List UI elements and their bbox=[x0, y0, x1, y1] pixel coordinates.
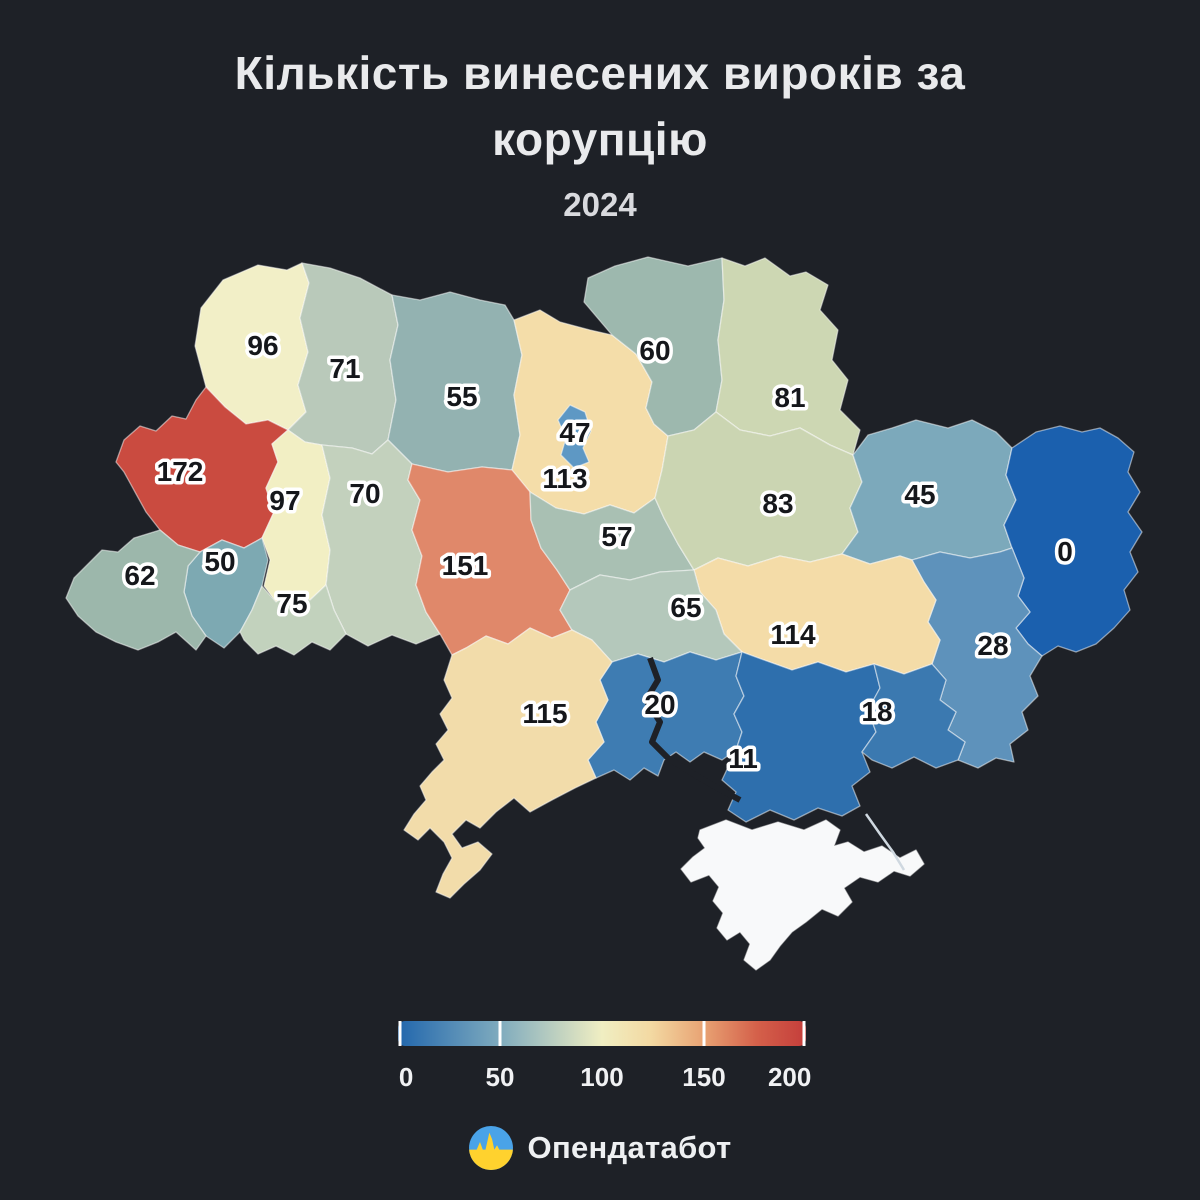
title-year: 2024 bbox=[563, 186, 637, 223]
region-value-label-zaporizhzhia: 18 bbox=[861, 696, 892, 727]
region-value-label-odesa: 115 bbox=[522, 698, 567, 729]
page-title-line-1: Кількість винесених вироків за bbox=[234, 47, 966, 99]
legend-tick-line bbox=[498, 1021, 502, 1046]
region-value-label-kherson: 11 bbox=[728, 743, 758, 774]
region-value-label-ternopil: 97 bbox=[269, 485, 300, 516]
region-odesa[interactable] bbox=[403, 627, 613, 899]
region-value-label-dnipropetrovsk: 114 bbox=[770, 619, 816, 650]
region-value-label-chernihiv: 60 bbox=[639, 335, 670, 366]
legend-tick-line bbox=[398, 1021, 402, 1046]
legend-gradient-bar bbox=[398, 1021, 806, 1046]
legend-tick-200: 200 bbox=[767, 1062, 812, 1092]
region-value-label-kyiv-city: 47 bbox=[559, 417, 590, 448]
region-value-label-rivne: 71 bbox=[329, 353, 360, 384]
page-title-line-2: корупцію bbox=[492, 113, 708, 165]
region-value-label-kirovohrad: 65 bbox=[670, 592, 701, 623]
legend-tick-150: 150 bbox=[682, 1062, 726, 1092]
arabat-spit bbox=[864, 813, 906, 871]
region-value-label-volyn: 96 bbox=[247, 330, 278, 361]
region-value-label-donetsk: 28 bbox=[977, 630, 1008, 661]
region-value-label-chernivtsi: 75 bbox=[276, 588, 307, 619]
region-luhansk[interactable] bbox=[1003, 425, 1143, 657]
region-value-label-zhytomyr: 55 bbox=[446, 381, 477, 412]
legend-tick-0: 0 bbox=[398, 1062, 414, 1092]
region-crimea[interactable] bbox=[680, 819, 925, 971]
region-zaporizhzhia[interactable] bbox=[861, 663, 966, 769]
brand-name: Опендатабот bbox=[527, 1130, 732, 1165]
color-scale-legend: 0 50 100 150 200 bbox=[398, 1021, 811, 1102]
legend-tick-line bbox=[702, 1021, 706, 1046]
region-sumy[interactable] bbox=[715, 257, 861, 456]
legend-tick-50: 50 bbox=[485, 1062, 515, 1092]
legend-tick-labels: 0 50 100 150 200 bbox=[398, 1062, 811, 1102]
region-value-label-vinnytsia: 151 bbox=[442, 550, 489, 581]
region-value-label-luhansk: 0 bbox=[1057, 536, 1073, 567]
dnipro-estuary-cut bbox=[643, 656, 742, 803]
opendatabot-logo-icon bbox=[468, 1126, 513, 1170]
legend-tick-line bbox=[802, 1021, 806, 1046]
region-kherson[interactable] bbox=[721, 651, 881, 823]
region-value-label-khmelnytskyi: 70 bbox=[349, 478, 380, 509]
region-value-label-lviv: 172 bbox=[157, 456, 204, 487]
region-zakarpattia[interactable] bbox=[65, 529, 207, 651]
region-value-label-mykolaiv: 20 bbox=[644, 689, 675, 720]
region-value-label-kharkiv: 45 bbox=[904, 479, 935, 510]
region-value-label-ivano-frankivsk: 50 bbox=[204, 546, 235, 577]
region-value-label-zakarpattia: 62 bbox=[124, 560, 155, 591]
region-value-label-cherkasy: 57 bbox=[601, 521, 632, 552]
region-value-label-sumy: 81 bbox=[774, 382, 805, 413]
legend-tick-100: 100 bbox=[580, 1062, 624, 1092]
region-chernivtsi[interactable] bbox=[239, 584, 347, 656]
title-block: Кількість винесених вироків за корупцію … bbox=[0, 40, 1200, 224]
region-value-label-poltava: 83 bbox=[762, 488, 793, 519]
region-value-label-kyiv-oblast: 113 bbox=[542, 463, 587, 494]
region-kyiv-city[interactable] bbox=[557, 404, 592, 469]
footer-brand-row: Опендатабот bbox=[0, 1126, 1200, 1170]
